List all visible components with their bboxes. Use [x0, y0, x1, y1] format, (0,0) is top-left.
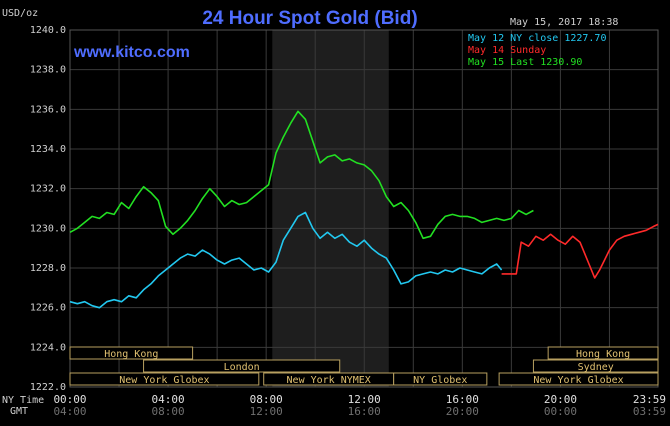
gmt-tick: 16:00 — [348, 405, 381, 418]
session-label: New York NYMEX — [287, 375, 371, 386]
ny-time-tick: 04:00 — [152, 393, 185, 406]
plot-frame — [69, 29, 659, 388]
session-box — [532, 359, 659, 373]
ny-time-tick: 20:00 — [544, 393, 577, 406]
session-box — [69, 346, 194, 360]
legend: May 12 NY close 1227.70 May 14 Sunday Ma… — [468, 33, 606, 68]
y-tick-label: 1226.0 — [30, 303, 66, 314]
gmt-axis-label: GMT — [10, 406, 28, 417]
series-line-2 — [69, 110, 534, 240]
ny-time-tick: 12:00 — [348, 393, 381, 406]
session-label: New York Globex — [533, 375, 623, 386]
gmt-tick: 20:00 — [446, 405, 479, 418]
y-tick-label: 1232.0 — [30, 184, 66, 195]
kitco-watermark: www.kitco.com — [73, 44, 190, 61]
y-tick-label: 1228.0 — [30, 263, 66, 274]
ny-time-tick: 08:00 — [250, 393, 283, 406]
y-unit-label: USD/oz — [2, 8, 38, 19]
y-tick-label: 1230.0 — [30, 223, 66, 234]
gmt-tick: 00:00 — [544, 405, 577, 418]
ny-time-axis-label: NY Time — [2, 395, 44, 406]
session-label: Sydney — [578, 362, 614, 373]
y-tick-label: 1236.0 — [30, 104, 66, 115]
session-label: New York Globex — [119, 375, 209, 386]
ny-time-tick: 00:00 — [53, 393, 86, 406]
legend-entry-sunday: May 14 Sunday — [468, 45, 546, 56]
series-line-0 — [69, 211, 503, 309]
series-line-1 — [501, 223, 659, 279]
ny-time-tick: 23:59 — [633, 393, 666, 406]
session-label: Hong Kong — [104, 349, 158, 360]
gmt-tick: 04:00 — [53, 405, 86, 418]
session-box — [547, 346, 659, 360]
gmt-tick: 12:00 — [250, 405, 283, 418]
gmt-tick: 08:00 — [152, 405, 185, 418]
y-tick-label: 1240.0 — [30, 25, 66, 36]
gmt-tick: 03:59 — [633, 405, 666, 418]
ny-time-tick: 16:00 — [446, 393, 479, 406]
session-box — [143, 359, 341, 373]
session-box — [69, 372, 260, 386]
nymex-hours-band — [272, 30, 389, 387]
legend-entry-last: May 15 Last 1230.90 — [468, 57, 582, 68]
y-tick-label: 1234.0 — [30, 144, 66, 155]
y-tick-label: 1222.0 — [30, 382, 66, 393]
y-tick-label: 1224.0 — [30, 342, 66, 353]
session-box — [498, 372, 659, 386]
legend-entry-ny-close: May 12 NY close 1227.70 — [468, 33, 606, 44]
chart-title: 24 Hour Spot Gold (Bid) — [202, 8, 417, 29]
timestamp: May 15, 2017 18:38 — [510, 17, 618, 28]
session-label: Hong Kong — [576, 349, 630, 360]
session-label: London — [224, 362, 260, 373]
y-tick-label: 1238.0 — [30, 65, 66, 76]
session-label: NY Globex — [413, 375, 467, 386]
session-box — [393, 372, 488, 386]
